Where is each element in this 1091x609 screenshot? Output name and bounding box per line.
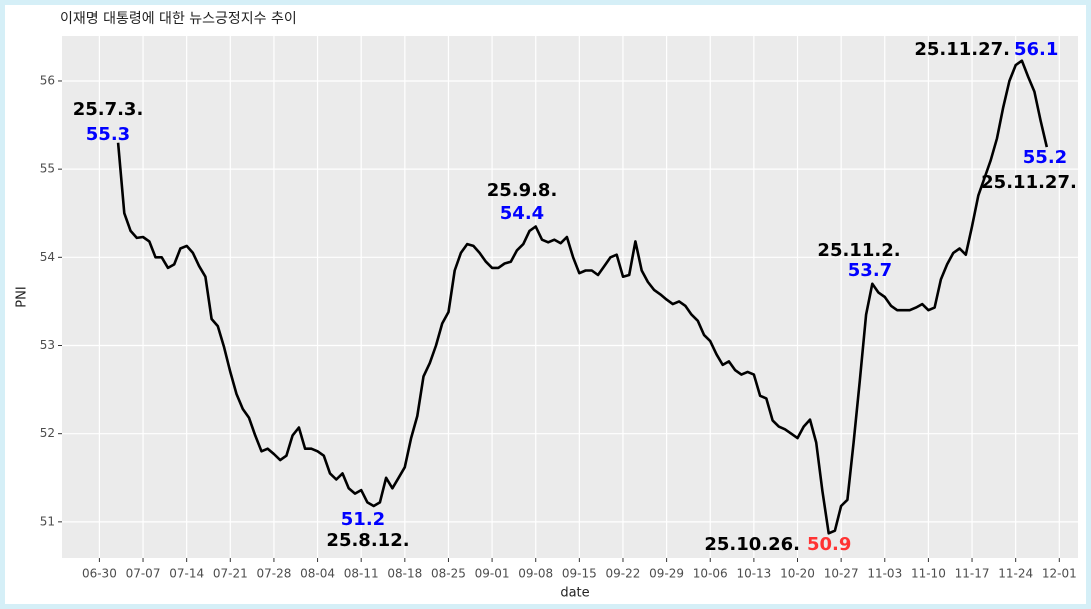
x-tick-label: 10-13 bbox=[736, 567, 771, 581]
x-tick-label: 08-11 bbox=[344, 567, 379, 581]
x-tick-label: 09-01 bbox=[475, 567, 510, 581]
y-tick-label: 54 bbox=[40, 250, 55, 264]
annotation-value: 53.7 bbox=[848, 260, 892, 281]
x-tick-label: 11-03 bbox=[867, 567, 902, 581]
annotation-date: 25.8.12. bbox=[326, 530, 409, 551]
x-tick-label: 06-30 bbox=[82, 567, 117, 581]
panel bbox=[62, 36, 1078, 558]
annotation-value: 54.4 bbox=[500, 203, 544, 224]
y-tick-label: 51 bbox=[40, 514, 55, 528]
y-tick-label: 53 bbox=[40, 338, 55, 352]
x-tick-label: 08-25 bbox=[431, 567, 466, 581]
x-tick-label: 10-20 bbox=[780, 567, 815, 581]
annotation-value: 51.2 bbox=[341, 509, 385, 530]
chart-title: 이재명 대통령에 대한 뉴스긍정지수 추이 bbox=[60, 11, 297, 27]
annotation-date: 25.11.27. bbox=[914, 39, 1010, 60]
x-tick-label: 11-24 bbox=[998, 567, 1033, 581]
x-tick-label: 07-21 bbox=[213, 567, 248, 581]
annotation-value: 50.9 bbox=[807, 534, 851, 555]
y-tick-label: 55 bbox=[40, 162, 55, 176]
annotation-date: 25.9.8. bbox=[487, 180, 558, 201]
x-tick-label: 07-14 bbox=[169, 567, 204, 581]
x-tick-label: 08-04 bbox=[300, 567, 335, 581]
x-tick-label: 09-15 bbox=[562, 567, 597, 581]
x-tick-label: 11-10 bbox=[911, 567, 946, 581]
x-tick-label: 09-08 bbox=[518, 567, 553, 581]
x-tick-label: 11-17 bbox=[955, 567, 990, 581]
annotation-date: 25.11.27. bbox=[981, 172, 1077, 193]
x-tick-label: 07-28 bbox=[256, 567, 291, 581]
x-tick-label: 08-18 bbox=[387, 567, 422, 581]
x-axis-label: date bbox=[560, 586, 589, 601]
line bbox=[116, 59, 1049, 535]
x-tick-label: 09-22 bbox=[606, 567, 641, 581]
x-tick-label: 10-06 bbox=[693, 567, 728, 581]
y-tick-label: 52 bbox=[40, 426, 55, 440]
x-tick-label: 09-29 bbox=[649, 567, 684, 581]
x-tick-label: 10-27 bbox=[824, 567, 859, 581]
annotation-date: 25.7.3. bbox=[73, 99, 144, 120]
x-tick-label: 07-07 bbox=[126, 567, 161, 581]
annotation-value: 56.1 bbox=[1014, 39, 1058, 60]
annotation-date: 25.10.26. bbox=[704, 534, 800, 555]
x-tick-label: 12-01 bbox=[1042, 567, 1077, 581]
annotation-value: 55.3 bbox=[86, 124, 130, 145]
y-tick-label: 56 bbox=[40, 73, 55, 87]
y-axis-label: PNI bbox=[15, 286, 30, 307]
annotation-value: 55.2 bbox=[1023, 147, 1067, 168]
annotation-date: 25.11.2. bbox=[817, 240, 900, 261]
